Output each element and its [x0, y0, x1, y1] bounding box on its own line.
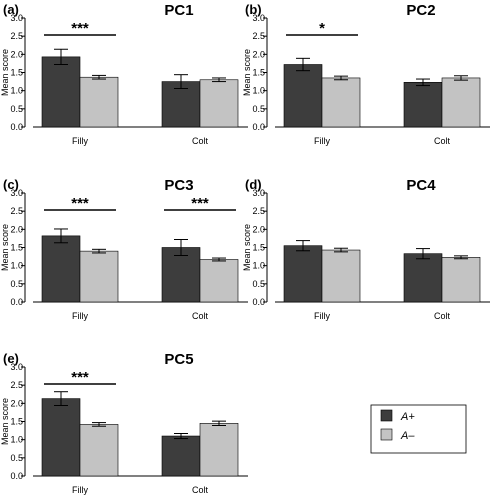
y-tick-label: 1.0: [252, 261, 265, 271]
chart-panel-pc3: (c) PC3 Mean score 0.0 0.5 1.0 1.5 2.0 2.5 3.0 Fil…: [0, 177, 248, 321]
chart-panel-pc5: (e) PC5 Mean score 0.0 0.5 1.0 1.5 2.0 2.5 3.0 Fil…: [0, 351, 248, 495]
panel-label: (b): [245, 2, 262, 17]
bar-filly-a-plus: [283, 64, 323, 128]
x-tick-label: Colt: [192, 485, 209, 495]
bar-colt-a-plus: [403, 82, 443, 128]
legend-label: A+: [400, 411, 415, 423]
x-tick-label: Filly: [72, 311, 88, 321]
y-tick-label: 3.0: [10, 13, 23, 23]
y-tick-label: 2.0: [10, 398, 23, 408]
chart-panel-pc4: (d) PC4 Mean score 0.0 0.5 1.0 1.5 2.0 2.5 3.0 Fil…: [242, 177, 490, 321]
x-tick-label: Filly: [314, 136, 330, 146]
chart-panel-pc2: (b) PC2 Mean score 0.0 0.5 1.0 1.5 2.0 2.5 3.0 Fil…: [242, 2, 490, 146]
legend-swatch: [380, 409, 393, 422]
chart-title: PC4: [406, 177, 436, 194]
legend: A+ A–: [370, 404, 467, 454]
y-tick-label: 3.0: [10, 188, 23, 198]
panel-label: (c): [3, 177, 19, 192]
bar-filly-a-minus: [79, 424, 119, 477]
y-tick-label: 2.0: [10, 49, 23, 59]
significance-stars: ***: [191, 195, 209, 212]
bar-filly-a-minus: [79, 76, 119, 128]
y-axis-label: Mean score: [242, 224, 252, 271]
bar-colt-a-plus: [161, 435, 201, 477]
y-tick-label: 1.5: [10, 68, 23, 78]
bar-filly-a-minus: [321, 77, 361, 128]
y-tick-label: 0.5: [252, 104, 265, 114]
y-tick-label: 2.0: [252, 49, 265, 59]
significance-stars: *: [319, 20, 325, 37]
chart-panel-pc1: (a) PC1 Mean score 0.0 0.5 1.0 1.5 2.0 2.5 3.0 Fil…: [0, 2, 248, 146]
x-tick-label: Colt: [434, 311, 451, 321]
bar-colt-a-minus: [199, 79, 239, 128]
y-tick-label: 0.0: [10, 122, 23, 132]
y-tick-label: 3.0: [10, 362, 23, 372]
y-tick-label: 0.5: [10, 104, 23, 114]
y-tick-label: 2.5: [10, 206, 23, 216]
y-tick-label: 0.0: [252, 297, 265, 307]
y-tick-label: 2.0: [252, 224, 265, 234]
x-tick-label: Filly: [314, 311, 330, 321]
y-tick-label: 2.5: [252, 206, 265, 216]
significance-stars: ***: [71, 20, 89, 37]
bar-colt-a-minus: [199, 423, 239, 477]
bar-filly-a-minus: [79, 250, 119, 303]
bar-filly-a-minus: [321, 249, 361, 303]
bar-colt-a-minus: [441, 257, 481, 303]
y-tick-label: 1.0: [10, 86, 23, 96]
bar-filly-a-plus: [283, 245, 323, 303]
x-tick-label: Colt: [192, 136, 209, 146]
chart-title: PC2: [406, 2, 435, 19]
legend-swatch: [380, 428, 393, 441]
x-tick-label: Colt: [434, 136, 451, 146]
y-tick-label: 0.5: [252, 279, 265, 289]
y-tick-label: 0.0: [252, 122, 265, 132]
x-tick-label: Colt: [192, 311, 209, 321]
y-tick-label: 0.0: [10, 471, 23, 481]
chart-title: PC1: [164, 2, 193, 19]
y-tick-label: 2.5: [252, 31, 265, 41]
x-tick-label: Filly: [72, 485, 88, 495]
significance-stars: ***: [71, 369, 89, 386]
chart-title: PC3: [164, 177, 193, 194]
y-tick-label: 1.0: [10, 435, 23, 445]
bar-colt-a-minus: [199, 259, 239, 303]
panel-label: (d): [245, 177, 262, 192]
significance-stars: ***: [71, 195, 89, 212]
y-tick-label: 1.5: [10, 243, 23, 253]
y-tick-label: 2.5: [10, 380, 23, 390]
y-axis-label: Mean score: [242, 49, 252, 96]
y-tick-label: 2.0: [10, 224, 23, 234]
y-tick-label: 0.0: [10, 297, 23, 307]
panel-label: (a): [3, 2, 19, 17]
y-tick-label: 1.5: [10, 417, 23, 427]
bar-filly-a-plus: [41, 56, 81, 128]
bar-filly-a-plus: [41, 235, 81, 303]
y-axis-label: Mean score: [0, 398, 10, 445]
legend-label: A–: [400, 430, 415, 442]
chart-title: PC5: [164, 351, 193, 368]
y-tick-label: 2.5: [10, 31, 23, 41]
y-tick-label: 1.5: [252, 243, 265, 253]
bar-colt-a-plus: [161, 247, 201, 303]
y-tick-label: 1.5: [252, 68, 265, 78]
x-tick-label: Filly: [72, 136, 88, 146]
y-tick-label: 1.0: [252, 86, 265, 96]
y-tick-label: 1.0: [10, 261, 23, 271]
panel-label: (e): [3, 351, 19, 366]
y-axis-label: Mean score: [0, 224, 10, 271]
bar-colt-a-plus: [403, 253, 443, 303]
y-tick-label: 0.5: [10, 279, 23, 289]
bar-colt-a-minus: [441, 77, 481, 128]
y-tick-label: 0.5: [10, 453, 23, 463]
bar-filly-a-plus: [41, 398, 81, 477]
y-axis-label: Mean score: [0, 49, 10, 96]
y-tick-label: 3.0: [252, 188, 265, 198]
y-tick-label: 3.0: [252, 13, 265, 23]
